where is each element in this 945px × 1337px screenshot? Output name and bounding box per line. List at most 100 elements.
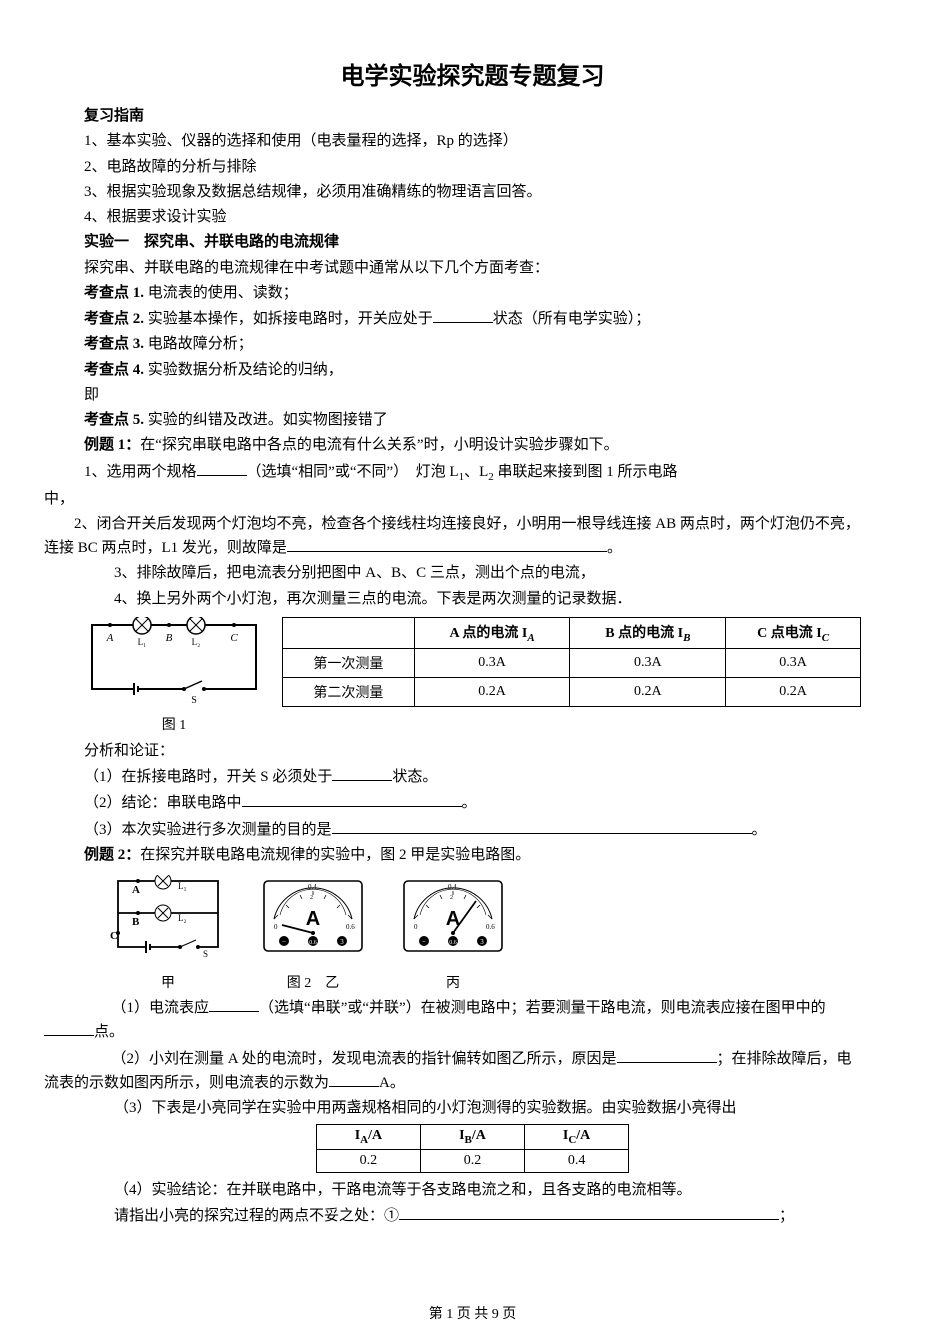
page-title: 电学实验探究题专题复习 (84, 56, 861, 91)
t1-r2c2: 0.2A (570, 677, 726, 706)
ex1-p1a: 1、选用两个规格 (84, 464, 197, 480)
svg-text:0: 0 (274, 923, 278, 931)
blank-ex2-5[interactable] (399, 1204, 779, 1220)
k2-text-a: 实验基本操作，如拆接电路时，开关应处于 (144, 311, 433, 327)
page-footer: 第 1 页 共 9 页 (0, 1303, 945, 1323)
ex2-q5a: 请指出小亮的探究过程的两点不妥之处：① (114, 1208, 399, 1224)
svg-text:L₂: L₂ (192, 637, 201, 647)
example1-heading: 例题 1：在“探究串联电路中各点的电流有什么关系”时，小明设计实验步骤如下。 (84, 434, 861, 457)
ana-q3a: （3）本次实验进行多次测量的目的是 (84, 822, 332, 838)
ex1-p1c: 、L (464, 464, 488, 480)
guide-item-3: 3、根据实验现象及数据总结规律，必须用准确精练的物理语言回答。 (84, 181, 861, 204)
guide-item-4: 4、根据要求设计实验 (84, 206, 861, 229)
data-table-2: IA/A IB/A IC/A 0.2 0.2 0.4 (316, 1124, 630, 1173)
blank-ex2-1[interactable] (209, 996, 259, 1012)
t2-r0c1: 0.2 (421, 1150, 525, 1173)
blank-ana2[interactable] (242, 791, 462, 807)
svg-text:2: 2 (310, 895, 313, 901)
exp1-k5: 考查点 5. 实验的纠错及改进。如实物图接错了 (84, 409, 861, 432)
svg-text:0.4: 0.4 (308, 883, 317, 891)
blank-ex1-1[interactable] (197, 460, 247, 476)
t1-h1: A 点的电流 IA (414, 617, 570, 648)
blank-ex1-2[interactable] (287, 536, 607, 552)
figure1-caption: 图 1 (84, 714, 264, 734)
table1-wrap: A 点的电流 IA B 点的电流 IB C 点电流 IC 第一次测量 0.3A … (282, 617, 861, 707)
svg-text:L₁: L₁ (178, 881, 187, 891)
t1-r1c2: 0.3A (570, 648, 726, 677)
svg-text:S: S (191, 695, 197, 706)
blank-ex2-1b[interactable] (44, 1020, 94, 1036)
svg-text:0.6: 0.6 (346, 923, 355, 931)
analysis-q2: （2）结论：串联电路中 。 (84, 791, 861, 815)
ex2-q1a: （1）电流表应 (119, 1000, 209, 1016)
ex2-q5: 请指出小亮的探究过程的两点不妥之处：①； (84, 1204, 861, 1228)
ex2-q3: （3）下表是小亮同学在实验中用两盏规格相同的小灯泡测得的实验数据。由实验数据小亮… (84, 1097, 861, 1120)
svg-text:L₁: L₁ (138, 637, 147, 647)
svg-text:0.6: 0.6 (309, 940, 317, 946)
example2-text: 在探究并联电路电流规律的实验中，图 2 甲是实验电路图。 (140, 847, 530, 863)
k2-label: 考查点 2. (84, 311, 144, 327)
ana-q2a: （2）结论：串联电路中 (84, 795, 242, 811)
t1-r1c0: 第一次测量 (283, 648, 415, 677)
analysis-heading: 分析和论证： (84, 740, 861, 763)
ex2-q2c: A。 (379, 1075, 405, 1091)
figure2-circuit-a: A L₁ B L₂ C S 甲 (108, 875, 228, 992)
example1-step1b: 中， (44, 488, 861, 511)
blank-ana3[interactable] (332, 818, 752, 834)
svg-text:A: A (306, 908, 320, 930)
ex2-q4: （4）实验结论：在并联电路中，干路电流等于各支路电流之和，且各支路的电流相等。 (84, 1179, 861, 1202)
k3-text: 电路故障分析； (144, 336, 253, 352)
t2-r0c2: 0.4 (524, 1150, 628, 1173)
example2-heading: 例题 2：在探究并联电路电流规律的实验中，图 2 甲是实验电路图。 (84, 844, 861, 867)
svg-text:A: A (446, 908, 460, 930)
figure2-meter-c: 0 0.42 0.6 A − 0.6 3 丙 (398, 875, 508, 992)
t1-r2c3: 0.2A (726, 677, 861, 706)
svg-text:S: S (203, 949, 208, 959)
figure2-row: A L₁ B L₂ C S 甲 (108, 875, 861, 992)
figure1-circuit: A B C L₁ L₂ S 图 1 (84, 617, 264, 734)
ex1-p2b: 。 (607, 540, 622, 556)
svg-text:3: 3 (480, 938, 484, 946)
example1-step4: 4、换上另外两个小灯泡，再次测量三点的电流。下表是两次测量的记录数据． (84, 588, 861, 611)
ex1-p1b: （选填“相同”或“不同”） 灯泡 L (247, 464, 459, 480)
fig2-label-a: 甲 (108, 972, 228, 992)
k3-label: 考查点 3. (84, 336, 144, 352)
k1-text: 电流表的使用、读数； (144, 285, 298, 301)
ex2-q1b: （选填“串联”或“并联”）在被测电路中；若要测量干路电流，则电流表应接在图甲中的 (259, 1000, 826, 1016)
exp1-k4: 考查点 4. 实验数据分析及结论的归纳， (84, 359, 861, 382)
svg-text:B: B (166, 632, 173, 644)
blank-ex2-2b[interactable] (329, 1071, 379, 1087)
svg-text:2: 2 (450, 895, 453, 901)
figure2-meter-b: 0 0.42 0.6 A − 0.6 3 图 2 乙 (258, 875, 368, 992)
example1-step1: 1、选用两个规格（选填“相同”或“不同”） 灯泡 L1、L2 串联起来接到图 1… (84, 460, 861, 486)
example1-step3: 3、排除故障后，把电流表分别把图中 A、B、C 三点，测出个点的电流， (84, 562, 861, 585)
ana-q1b: 状态。 (392, 769, 437, 785)
data-table-1: A 点的电流 IA B 点的电流 IB C 点电流 IC 第一次测量 0.3A … (282, 617, 861, 707)
ex2-q1: （1）电流表应 （选填“串联”或“并联”）在被测电路中；若要测量干路电流，则电流表… (44, 996, 861, 1045)
svg-text:0.6: 0.6 (486, 923, 495, 931)
blank-ana1[interactable] (332, 765, 392, 781)
svg-text:L₂: L₂ (178, 913, 187, 923)
ex2-q2: （2）小刘在测量 A 处的电流时，发现电流表的指针偏转如图乙所示，原因是；在排除… (44, 1047, 861, 1096)
ana-q2b: 。 (462, 795, 477, 811)
t1-h0 (283, 617, 415, 648)
t1-r2c0: 第二次测量 (283, 677, 415, 706)
analysis-q1: （1）在拆接电路时，开关 S 必须处于状态。 (84, 765, 861, 789)
t1-h3: C 点电流 IC (726, 617, 861, 648)
example1-text: 在“探究串联电路中各点的电流有什么关系”时，小明设计实验步骤如下。 (140, 437, 618, 453)
ex2-q2a: （2）小刘在测量 A 处的电流时，发现电流表的指针偏转如图乙所示，原因是 (119, 1051, 617, 1067)
svg-text:0: 0 (414, 923, 418, 931)
svg-text:−: − (422, 938, 426, 946)
t2-h0: IA/A (316, 1125, 420, 1150)
example1-step2: 2、闭合开关后发现两个灯泡均不亮，检查各个接线柱均连接良好，小明用一根导线连接 … (44, 513, 861, 561)
k5-label: 考查点 5. (84, 412, 144, 428)
exp1-k4b: 即 (84, 384, 861, 407)
example1-label: 例题 1： (84, 437, 140, 453)
svg-text:−: − (282, 938, 286, 946)
analysis-q3: （3）本次实验进行多次测量的目的是。 (84, 818, 861, 842)
ex1-p1d: 串联起来接到图 1 所示电路 (494, 464, 678, 480)
blank-k2[interactable] (433, 307, 493, 323)
t1-r1: 第一次测量 0.3A 0.3A 0.3A (283, 648, 861, 677)
blank-ex2-2a[interactable] (617, 1047, 717, 1063)
t2-r0c0: 0.2 (316, 1150, 420, 1173)
